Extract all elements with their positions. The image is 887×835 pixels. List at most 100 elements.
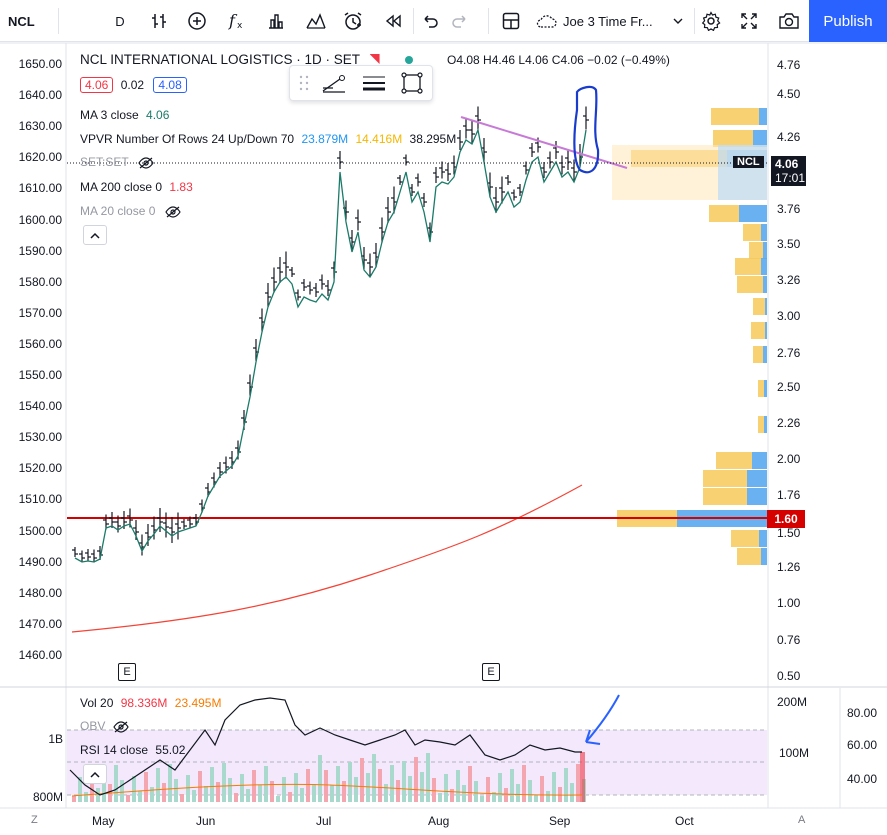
obv-axis-bottom: 800M	[32, 790, 63, 804]
volume-axis-top: 200M	[777, 695, 808, 709]
vpvr-down-bar	[753, 346, 763, 363]
ma20-legend[interactable]: MA 20 close 0	[80, 204, 181, 218]
volume-bar	[474, 781, 478, 802]
zoom-reset-button[interactable]: Z	[31, 814, 38, 826]
market-status-icon[interactable]	[405, 56, 414, 64]
rsi-legend[interactable]: RSI 14 close 55.02	[80, 743, 185, 757]
chevron-up-icon	[90, 771, 100, 778]
vpvr-down-bar	[735, 258, 761, 275]
snapshot-button[interactable]	[775, 0, 803, 42]
symbol-search-button[interactable]: NCL	[8, 13, 35, 29]
gear-icon	[701, 11, 721, 31]
drawing-floating-toolbar[interactable]	[289, 65, 433, 101]
volume-legend[interactable]: Vol 20 98.336M 23.495M	[80, 696, 221, 710]
templates-button[interactable]	[300, 0, 332, 42]
svg-text:f: f	[228, 11, 238, 30]
vpvr-up-bar	[761, 224, 767, 241]
ma200-value: 1.83	[169, 180, 193, 194]
right-axis-label: 2.50	[777, 380, 801, 394]
volume-bar	[444, 774, 448, 802]
volume-bar	[126, 795, 130, 802]
left-axis-label: 1470.00	[18, 616, 62, 631]
volume-bar	[378, 769, 382, 802]
svg-text:x: x	[237, 21, 243, 31]
volume-bar	[258, 785, 262, 802]
left-axis-label: 1650.00	[18, 57, 62, 71]
hidden-eye-icon[interactable]	[165, 206, 181, 218]
vpvr-down-bar	[709, 205, 739, 222]
financials-button[interactable]	[260, 0, 292, 42]
camera-icon	[779, 13, 799, 29]
vpvr-up-bar	[747, 470, 767, 487]
trend-line-style-icon[interactable]	[320, 71, 348, 95]
rsi-line	[69, 697, 582, 796]
volume-bar	[492, 792, 496, 802]
fullscreen-button[interactable]	[735, 0, 763, 42]
arrow-annotation	[585, 694, 620, 745]
publish-button[interactable]: Publish	[809, 0, 887, 42]
bar-style-button[interactable]	[143, 0, 175, 42]
vpvr-down-bar	[758, 380, 764, 397]
auto-scale-button[interactable]: A	[798, 814, 806, 826]
collapse-pane-legend-button[interactable]	[83, 764, 107, 784]
volume-bar	[198, 771, 202, 802]
right-axis-label: 1.26	[777, 560, 801, 574]
volume-bar	[366, 773, 370, 802]
vpvr-down-bar	[743, 224, 761, 241]
volume-bar	[384, 784, 388, 802]
ma200-legend[interactable]: MA 200 close 0 1.83	[80, 180, 193, 194]
compare-button[interactable]	[181, 0, 213, 42]
volume-bar	[114, 765, 118, 802]
volume-bar	[504, 788, 508, 802]
flag-icon[interactable]	[369, 54, 380, 64]
setset-legend[interactable]: SET:SET	[80, 155, 154, 169]
volume-bar	[486, 777, 490, 802]
volume-bar	[246, 789, 250, 802]
ma20-label: MA 20 close 0	[80, 204, 156, 218]
interval-button[interactable]: D	[115, 13, 125, 29]
drag-handle-icon[interactable]	[298, 74, 310, 92]
select-rectangle-icon[interactable]	[400, 71, 424, 95]
volume-bar	[420, 772, 424, 802]
earnings-marker[interactable]: E	[118, 663, 136, 681]
settings-button[interactable]	[697, 0, 725, 42]
volume-label: Vol 20	[80, 696, 114, 710]
bid-ask-row: 4.06 0.02 4.08	[80, 77, 191, 93]
close-value: C4.06	[551, 53, 584, 67]
volume-bar	[318, 755, 322, 802]
layout-name-button[interactable]: Joe 3 Time Fr...	[535, 0, 695, 42]
hidden-eye-icon[interactable]	[112, 721, 129, 733]
undo-button[interactable]	[415, 0, 445, 42]
rsi-axis-40: 40.00	[847, 772, 878, 786]
vpvr-legend[interactable]: VPVR Number Of Rows 24 Up/Down 70 23.879…	[80, 132, 456, 146]
obv-legend[interactable]: OBV	[80, 719, 129, 733]
earnings-marker[interactable]: E	[482, 663, 500, 681]
sell-price-button[interactable]: 4.06	[80, 77, 114, 93]
vpvr-label: VPVR Number Of Rows 24 Up/Down 70	[80, 132, 295, 146]
replay-button[interactable]	[377, 0, 409, 42]
obv-axis-top: 1B	[48, 732, 63, 746]
left-axis-label: 1590.00	[18, 243, 62, 258]
redo-button[interactable]	[445, 0, 475, 42]
toolbar-divider	[413, 8, 414, 34]
ma3-legend[interactable]: MA 3 close 4.06	[80, 108, 169, 122]
vpvr-up-value: 23.879M	[301, 132, 349, 146]
buy-price-button[interactable]: 4.08	[153, 77, 187, 93]
hidden-eye-icon[interactable]	[138, 157, 154, 169]
left-axis-label: 1520.00	[18, 461, 62, 476]
volume-bar	[84, 792, 88, 802]
line-width-icon[interactable]	[360, 71, 388, 95]
vpvr-up-bar	[761, 258, 767, 275]
alert-button[interactable]	[337, 0, 369, 42]
volume-bar	[480, 796, 484, 802]
layout-grid-button[interactable]	[496, 0, 526, 42]
volume-bar	[174, 779, 178, 802]
right-axis-label: 3.00	[777, 309, 801, 323]
collapse-legend-button[interactable]	[83, 225, 107, 245]
left-axis-label: 1460.00	[18, 647, 62, 662]
vpvr-down-bar	[758, 416, 764, 433]
volume-bar	[570, 783, 574, 802]
change-value: −0.02 (−0.49%)	[587, 53, 670, 67]
